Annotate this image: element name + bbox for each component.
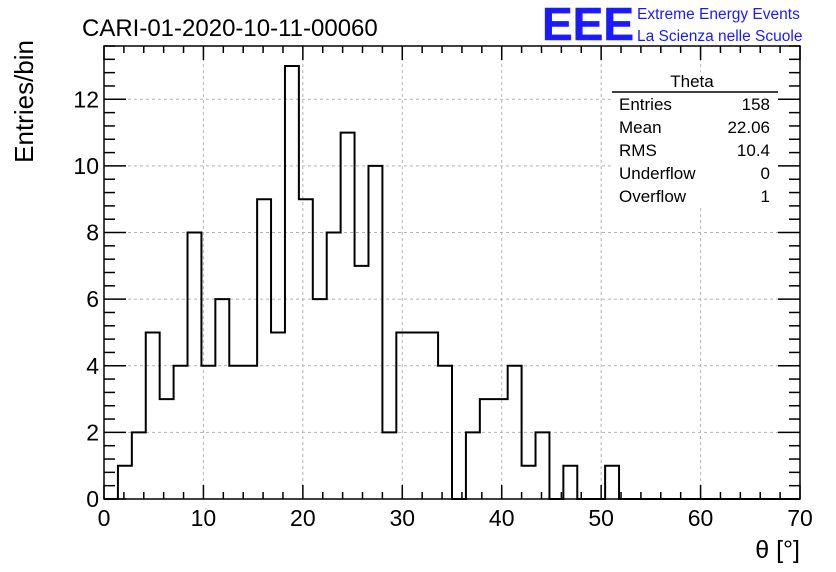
- histogram-bar: [480, 399, 494, 499]
- histogram-bar: [508, 366, 522, 499]
- logo-line-1: Extreme Energy Events: [637, 6, 800, 23]
- histogram-bar: [174, 366, 188, 499]
- histogram-bar: [146, 332, 160, 499]
- y-tick-label: 6: [86, 286, 99, 312]
- x-tick-label: 20: [290, 505, 316, 531]
- stats-row-label: Overflow: [619, 187, 687, 206]
- x-tick-label: 70: [787, 505, 813, 531]
- chart-title: CARI-01-2020-10-11-00060: [82, 15, 378, 42]
- histogram-bar: [188, 233, 202, 499]
- stats-row-value: 158: [742, 95, 770, 114]
- histogram-bar: [229, 366, 243, 499]
- histogram-bar: [118, 466, 132, 499]
- y-tick-label: 4: [86, 353, 99, 379]
- stats-row-value: 0: [761, 164, 770, 183]
- histogram-bar: [536, 432, 550, 499]
- histogram-bar: [396, 332, 410, 499]
- x-axis-label: θ [°]: [755, 536, 800, 564]
- histogram-bar: [355, 266, 369, 499]
- histogram-bar: [132, 432, 146, 499]
- histogram-bar: [410, 332, 424, 499]
- stats-row-label: Entries: [619, 95, 672, 114]
- histogram-bar: [243, 366, 257, 499]
- histogram-outline: [104, 64, 800, 500]
- stats-row-label: RMS: [619, 141, 657, 160]
- x-tick-label: 10: [191, 505, 217, 531]
- histogram-bar: [466, 432, 480, 499]
- histogram-bar: [201, 366, 215, 499]
- histogram-bar: [341, 133, 355, 499]
- histogram-bar: [522, 466, 536, 499]
- histogram-bar: [605, 466, 619, 499]
- y-axis-label: Entries/bin: [9, 40, 39, 163]
- stats-box-title: Theta: [670, 72, 714, 91]
- stats-row-value: 10.4: [737, 141, 770, 160]
- logo-line-2: La Scienza nelle Scuole: [637, 28, 802, 45]
- histogram-bar: [257, 199, 271, 499]
- x-tick-label: 50: [588, 505, 614, 531]
- histogram-bar: [285, 66, 299, 499]
- x-tick-label: 0: [98, 505, 111, 531]
- histogram-bar: [382, 432, 396, 499]
- y-tick-label: 0: [86, 486, 99, 512]
- stats-box: Theta Entries 158 Mean 22.06 RMS 10.4 Underflo…: [612, 72, 778, 208]
- y-tick-label: 10: [73, 153, 99, 179]
- stats-row-value: 22.06: [727, 118, 770, 137]
- histogram-bar: [563, 466, 577, 499]
- histogram-bar: [424, 332, 438, 499]
- y-tick-label: 12: [73, 86, 99, 112]
- x-tick-label: 30: [389, 505, 415, 531]
- stats-row-label: Mean: [619, 118, 662, 137]
- histogram-bar: [368, 166, 382, 499]
- histogram-bar: [313, 299, 327, 499]
- eee-logo: EEE: [542, 0, 634, 50]
- histogram-bins: [118, 66, 619, 499]
- histogram-bar: [494, 399, 508, 499]
- histogram-bar: [271, 332, 285, 499]
- histogram-bar: [160, 399, 174, 499]
- histogram-bar: [327, 233, 341, 499]
- x-tick-label: 60: [688, 505, 714, 531]
- x-tick-label: 40: [489, 505, 515, 531]
- histogram-bar: [215, 299, 229, 499]
- stats-row-label: Underflow: [619, 164, 696, 183]
- y-tick-label: 2: [86, 419, 99, 445]
- y-tick-label: 8: [86, 220, 99, 246]
- stats-row-value: 1: [761, 187, 770, 206]
- histogram-bar: [438, 366, 452, 499]
- stats-box-background: [612, 72, 778, 208]
- histogram-bar: [299, 199, 313, 499]
